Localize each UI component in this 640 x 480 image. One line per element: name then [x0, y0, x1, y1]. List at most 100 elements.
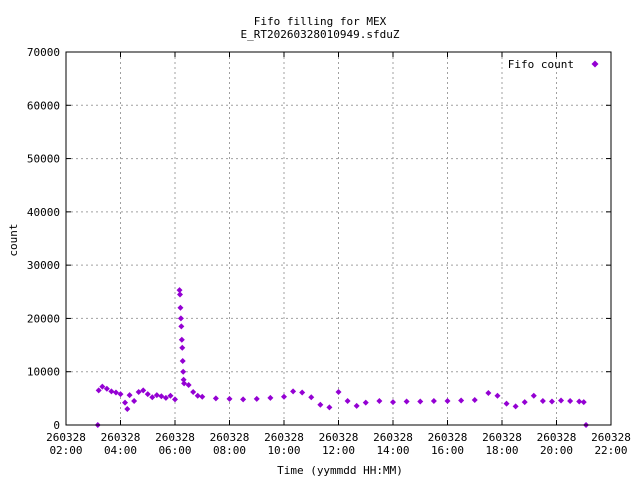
- data-point-62: [521, 399, 528, 406]
- data-point-50: [376, 398, 383, 405]
- data-point-26: [179, 344, 186, 351]
- data-point-33: [194, 392, 201, 399]
- data-point-1: [95, 387, 102, 394]
- data-point-34: [199, 393, 206, 400]
- x-tick-time-0: 02:00: [49, 444, 82, 457]
- data-point-29: [180, 376, 187, 383]
- data-point-51: [390, 399, 396, 406]
- data-point-20: [176, 287, 183, 294]
- x-tick-date-7: 260328: [428, 431, 468, 444]
- data-point-24: [178, 323, 185, 330]
- y-tick-label-5: 50000: [27, 153, 60, 166]
- data-point-11: [135, 388, 142, 395]
- data-point-13: [144, 391, 151, 398]
- x-tick-time-6: 14:00: [376, 444, 409, 457]
- data-point-9: [126, 392, 133, 399]
- x-axis-label: Time (yymmdd HH:MM): [277, 464, 403, 477]
- data-point-64: [539, 398, 546, 405]
- data-point-23: [177, 315, 184, 322]
- data-point-40: [281, 393, 287, 400]
- data-point-65: [548, 398, 555, 405]
- data-point-5: [112, 389, 119, 396]
- data-point-17: [162, 394, 169, 401]
- plot-area-border: [65, 51, 612, 426]
- data-point-60: [503, 400, 510, 407]
- data-point-27: [179, 358, 186, 365]
- x-tick-date-0: 260328: [46, 431, 86, 444]
- x-tick-date-2: 260328: [155, 431, 195, 444]
- data-point-36: [226, 395, 233, 402]
- data-point-52: [403, 398, 410, 405]
- data-point-55: [444, 398, 451, 405]
- data-point-68: [576, 398, 583, 405]
- data-point-58: [485, 390, 492, 397]
- y-tick-label-7: 70000: [27, 46, 60, 59]
- x-tick-time-9: 20:00: [540, 444, 573, 457]
- data-point-22: [177, 304, 184, 311]
- data-point-2: [99, 383, 106, 390]
- legend: Fifo count: [508, 58, 599, 71]
- data-point-43: [308, 394, 315, 401]
- data-point-47: [344, 398, 351, 405]
- data-point-53: [417, 398, 424, 405]
- fifo-count-series: [94, 287, 590, 428]
- data-point-8: [124, 406, 131, 413]
- data-point-10: [131, 398, 138, 405]
- data-point-35: [212, 395, 219, 402]
- x-tick-date-1: 260328: [101, 431, 141, 444]
- legend-label-fifo-count: Fifo count: [508, 58, 574, 71]
- data-point-57: [471, 396, 478, 403]
- data-point-46: [335, 388, 342, 395]
- data-point-14: [149, 394, 156, 401]
- data-point-69: [580, 399, 587, 406]
- y-tick-label-0: 0: [53, 419, 60, 432]
- data-point-49: [362, 399, 369, 406]
- data-point-28: [180, 368, 187, 375]
- data-point-39: [267, 394, 274, 401]
- x-tick-date-9: 260328: [537, 431, 577, 444]
- data-point-41: [290, 388, 297, 395]
- x-tick-time-4: 10:00: [267, 444, 300, 457]
- y-tick-label-2: 20000: [27, 312, 60, 325]
- data-point-44: [317, 401, 324, 408]
- data-point-38: [253, 395, 260, 402]
- y-axis-ticks: 0 10000 20000 30000 40000 50000 60000 70000: [27, 46, 611, 432]
- x-tick-date-4: 260328: [264, 431, 304, 444]
- x-tick-time-2: 06:00: [158, 444, 191, 457]
- data-point-7: [122, 399, 129, 406]
- data-point-66: [558, 397, 565, 404]
- data-point-31: [185, 382, 192, 389]
- data-point-16: [158, 393, 165, 400]
- x-tick-date-6: 260328: [373, 431, 413, 444]
- chart-title-line-1: Fifo filling for MEX: [254, 15, 387, 28]
- data-point-59: [494, 392, 501, 399]
- x-tick-time-8: 18:00: [485, 444, 518, 457]
- y-tick-label-4: 40000: [27, 206, 60, 219]
- x-tick-time-7: 16:00: [431, 444, 464, 457]
- data-point-45: [326, 404, 333, 411]
- data-point-15: [153, 392, 160, 399]
- legend-marker-fifo-count: [591, 60, 599, 68]
- x-axis-ticks: 26032802:0026032804:0026032806:002603280…: [46, 52, 631, 457]
- data-point-67: [567, 398, 574, 405]
- chart-title-line-2: E_RT20260328010949.sfduZ: [241, 28, 400, 41]
- data-point-3: [103, 385, 110, 392]
- data-point-32: [190, 388, 197, 395]
- x-tick-time-1: 04:00: [104, 444, 137, 457]
- y-axis-label: count: [7, 223, 20, 256]
- data-point-12: [140, 387, 147, 394]
- data-point-54: [430, 398, 437, 405]
- grid-lines: [66, 52, 611, 425]
- data-point-61: [512, 403, 519, 410]
- data-point-21: [176, 291, 183, 298]
- data-point-19: [172, 396, 178, 403]
- data-point-56: [458, 397, 465, 404]
- y-tick-label-6: 60000: [27, 99, 60, 112]
- data-point-37: [240, 396, 247, 403]
- y-tick-label-3: 30000: [27, 259, 60, 272]
- x-tick-date-5: 260328: [319, 431, 359, 444]
- x-tick-time-5: 12:00: [322, 444, 355, 457]
- data-point-25: [178, 336, 185, 343]
- x-tick-date-8: 260328: [482, 431, 522, 444]
